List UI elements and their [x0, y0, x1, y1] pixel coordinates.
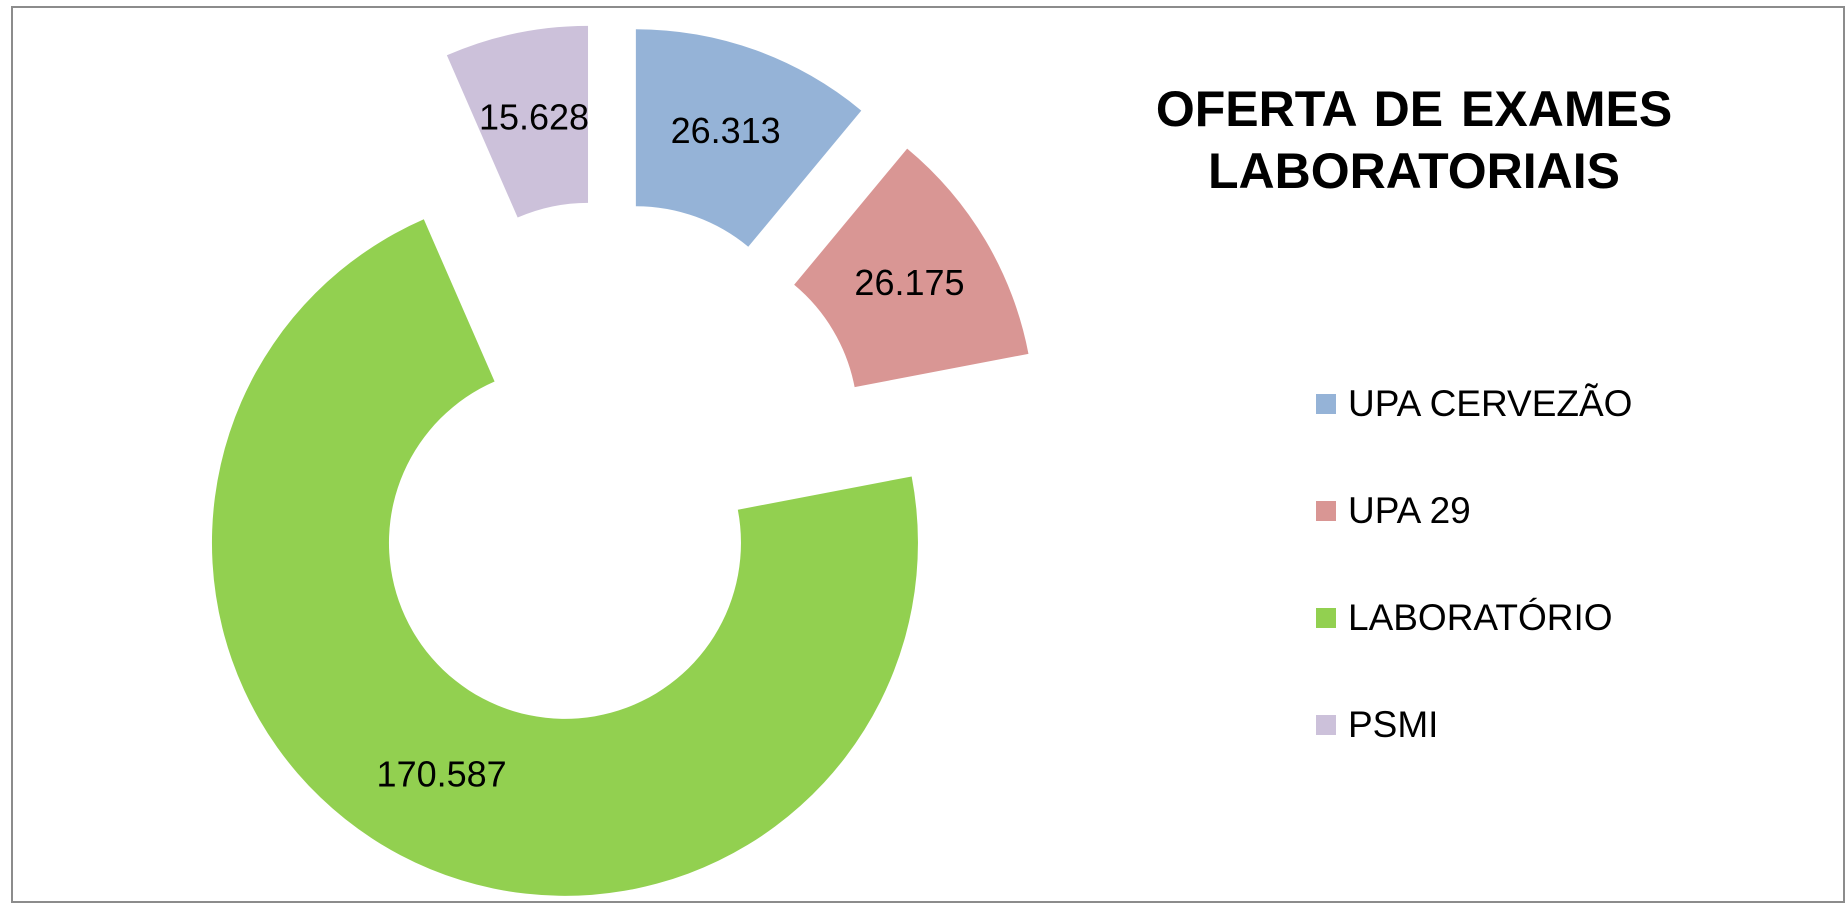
- legend-label: PSMI: [1348, 704, 1438, 745]
- legend-swatch: [1316, 608, 1336, 628]
- data-label: 15.628: [479, 96, 589, 137]
- legend-swatch: [1316, 715, 1336, 735]
- legend-swatch: [1316, 501, 1336, 521]
- legend-label: LABORATÓRIO: [1348, 597, 1613, 638]
- donut-slice: [211, 219, 918, 896]
- data-label: 26.313: [671, 110, 781, 151]
- data-label: 26.175: [854, 262, 964, 303]
- legend-label: UPA CERVEZÃO: [1348, 383, 1632, 424]
- chart-title: OFERTA DE EXAMES LABORATORIAIS: [1155, 81, 1673, 199]
- legend-swatch: [1316, 394, 1336, 414]
- chart-border: [11, 6, 1845, 903]
- donut-slice: [446, 25, 589, 218]
- donut-slice: [794, 148, 1029, 388]
- data-label: 170.587: [377, 753, 507, 794]
- legend-label: UPA 29: [1348, 490, 1471, 531]
- donut-slice: [635, 29, 862, 247]
